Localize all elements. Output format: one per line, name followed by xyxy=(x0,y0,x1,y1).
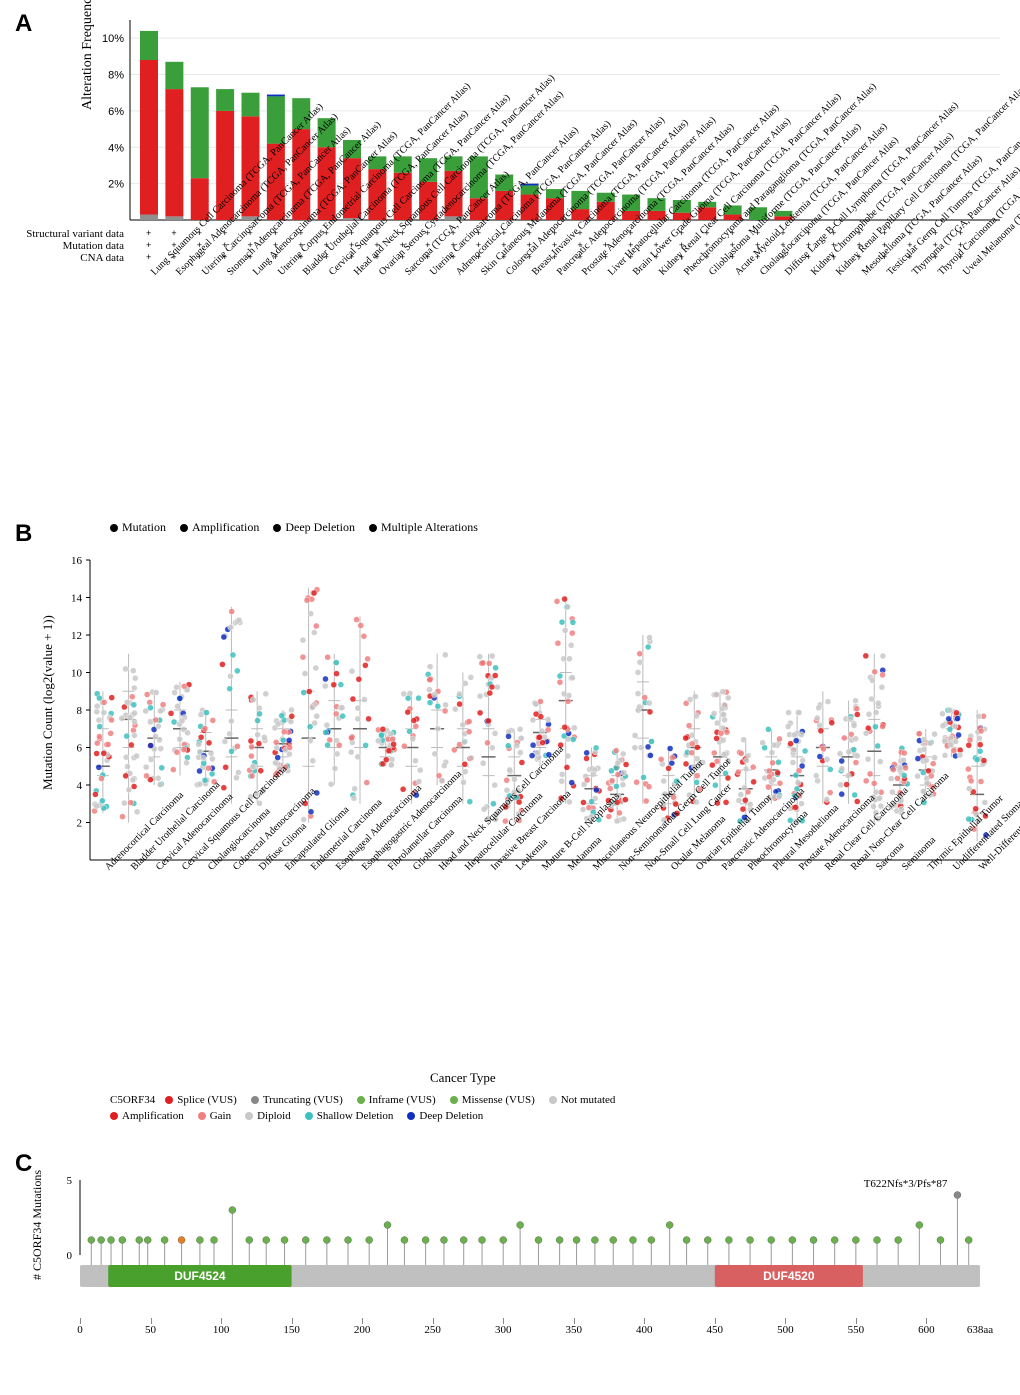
svg-text:T622Nfs*3/Pfs*87: T622Nfs*3/Pfs*87 xyxy=(864,1178,948,1190)
legend-item: Mutation xyxy=(110,520,166,535)
panel-b-xlabel: Cancer Type xyxy=(430,1070,496,1086)
svg-text:12: 12 xyxy=(71,630,82,642)
svg-text:8%: 8% xyxy=(108,70,124,82)
svg-text:4%: 4% xyxy=(108,142,124,154)
svg-text:2%: 2% xyxy=(108,179,124,191)
panel-b-label: B xyxy=(15,520,32,548)
svg-text:5: 5 xyxy=(67,1175,73,1187)
svg-text:8: 8 xyxy=(77,705,83,717)
panel-c: C # C5ORF34 Mutations 05DUF4524DUF4520T6… xyxy=(10,1150,1010,1380)
panel-a-ylabel: Alteration Frequency xyxy=(80,0,96,110)
svg-text:10%: 10% xyxy=(102,33,124,45)
protein-ruler: 050100150200250300350400450500550600638a… xyxy=(80,1318,980,1338)
panel-b-legend-bottom: C5ORF34Splice (VUS)Truncating (VUS)Infra… xyxy=(110,1092,629,1124)
legend-item: Amplification xyxy=(180,520,259,535)
legend-item: Multiple Alterations xyxy=(369,520,478,535)
row-label-struct: Structural variant data xyxy=(10,228,130,240)
panel-c-ylabel: # C5ORF34 Mutations xyxy=(30,1170,45,1280)
svg-text:2: 2 xyxy=(77,818,83,830)
panel-b: B Mutation Amplification Deep Deletion Mult… xyxy=(10,520,1010,1140)
svg-text:16: 16 xyxy=(71,555,83,567)
svg-text:0: 0 xyxy=(67,1250,73,1262)
svg-text:10: 10 xyxy=(71,668,83,680)
lollipop-chart: 05DUF4524DUF4520T622Nfs*3/Pfs*87 xyxy=(80,1170,980,1290)
svg-text:6: 6 xyxy=(77,743,83,755)
svg-text:DUF4520: DUF4520 xyxy=(763,1269,815,1283)
panel-a-label: A xyxy=(15,10,32,38)
row-label-cna: CNA data xyxy=(10,252,130,264)
svg-text:14: 14 xyxy=(71,593,83,605)
legend-item: Deep Deletion xyxy=(273,520,355,535)
svg-text:DUF4524: DUF4524 xyxy=(174,1269,226,1283)
panel-a: A Alteration Frequency 2%4%6%8%10% Struc… xyxy=(10,10,1010,510)
svg-text:6%: 6% xyxy=(108,106,124,118)
svg-text:4: 4 xyxy=(77,780,83,792)
panel-b-ylabel: Mutation Count (log2(value + 1)) xyxy=(40,615,56,790)
row-label-mut: Mutation data xyxy=(10,240,130,252)
panel-b-legend-top: Mutation Amplification Deep Deletion Multip… xyxy=(110,520,492,535)
